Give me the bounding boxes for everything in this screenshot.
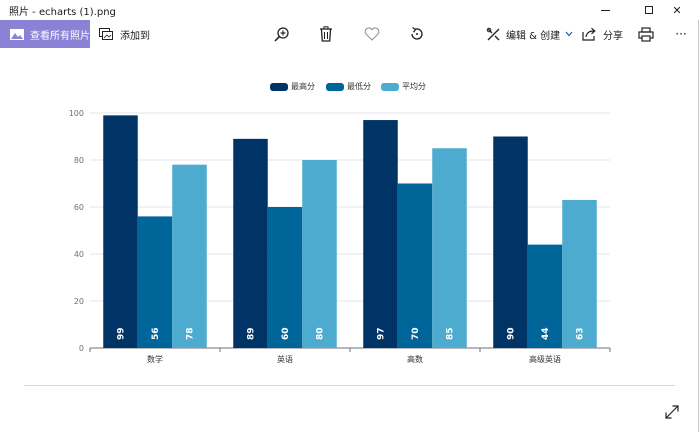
fullscreen-button[interactable] [664, 404, 680, 420]
bar-value-label: 63 [576, 327, 586, 340]
bar [527, 244, 563, 348]
share-icon [582, 27, 596, 41]
y-tick-label: 40 [74, 250, 84, 259]
title-bar: 照片 - echarts (1).png ✕ [0, 0, 699, 20]
bar [103, 115, 138, 348]
bar [562, 199, 597, 348]
bar-value-label: 97 [377, 327, 387, 340]
bar-value-label: 60 [281, 327, 291, 340]
bar-value-label: 70 [411, 327, 421, 340]
y-tick-label: 100 [69, 109, 84, 118]
legend-swatch-avg [381, 82, 399, 91]
edit-create-button[interactable]: 编辑 & 创建 [486, 20, 573, 48]
minimize-icon [600, 9, 610, 11]
y-tick-label: 0 [79, 344, 84, 353]
legend-item-avg[interactable]: 平均分 [381, 81, 426, 92]
divider-line [24, 385, 675, 386]
y-tick-label: 80 [74, 156, 84, 165]
bar [302, 160, 337, 348]
x-tick-label: 英语 [277, 354, 293, 364]
maximize-icon [645, 6, 653, 14]
delete-button[interactable] [318, 26, 334, 42]
bar-value-label: 90 [507, 327, 517, 340]
bar-value-label: 89 [247, 327, 257, 340]
bar-value-label: 56 [151, 327, 161, 340]
legend-label-avg: 平均分 [402, 82, 426, 91]
bar [233, 138, 268, 348]
legend-item-max[interactable]: 最高分 [270, 81, 315, 92]
y-tick-label: 60 [74, 203, 84, 212]
zoom-button[interactable] [274, 26, 290, 42]
legend-item-min[interactable]: 最低分 [326, 81, 371, 92]
heart-icon [364, 27, 380, 41]
print-button[interactable] [638, 26, 654, 42]
printer-icon [638, 26, 654, 42]
more-options-button[interactable]: ··· [675, 27, 687, 41]
maximize-button[interactable] [626, 0, 672, 20]
chevron-down-icon [565, 31, 573, 37]
toolbar: 查看所有照片 添加到 [0, 20, 699, 48]
legend-swatch-min [326, 82, 344, 91]
view-all-photos-label: 查看所有照片 [30, 30, 90, 42]
bar-value-label: 85 [446, 327, 456, 340]
photo-icon [10, 28, 24, 40]
share-label: 分享 [603, 30, 623, 42]
bar-chart: 0 20 40 60 80 100 数学 99 56 78 英语 89 60 80 高数 97 70 85 高级英语… [69, 109, 611, 364]
x-tick-label: 数学 [147, 354, 163, 364]
bar-value-label: 44 [541, 327, 551, 340]
window-title: 照片 - echarts (1).png [9, 7, 116, 18]
bar [267, 207, 303, 348]
legend-swatch-max [270, 82, 288, 91]
view-all-photos-button[interactable]: 查看所有照片 [0, 20, 90, 48]
legend-label-max: 最高分 [291, 82, 315, 91]
zoom-in-icon [274, 27, 289, 42]
bar-value-label: 99 [117, 327, 127, 340]
bar-value-label: 78 [186, 327, 196, 340]
bar [172, 164, 207, 348]
add-to-button[interactable]: 添加到 [99, 20, 150, 48]
bar [493, 136, 528, 348]
edit-icon [486, 27, 500, 40]
edit-create-label: 编辑 & 创建 [506, 30, 561, 42]
y-tick-label: 20 [74, 297, 84, 306]
bar-value-label: 80 [316, 327, 326, 340]
trash-icon [320, 26, 332, 42]
x-tick-label: 高级英语 [529, 354, 561, 364]
chart-legend: 最高分 最低分 平均分 [0, 81, 699, 95]
rotate-button[interactable] [409, 26, 425, 42]
x-tick-label: 高数 [407, 354, 423, 364]
bar [137, 216, 173, 348]
expand-icon [665, 405, 679, 419]
minimize-button[interactable] [582, 0, 628, 20]
add-to-icon [99, 28, 113, 40]
add-to-label: 添加到 [120, 30, 150, 42]
bar [363, 120, 398, 348]
close-button[interactable]: ✕ [672, 3, 682, 17]
share-button[interactable]: 分享 [582, 20, 623, 48]
favorite-button[interactable] [364, 26, 380, 42]
chart-area: 最高分 最低分 平均分 0 20 40 60 80 100 数学 99 56 78 英语 89 60 80… [0, 48, 699, 432]
legend-label-min: 最低分 [347, 82, 371, 91]
bar [397, 183, 433, 348]
rotate-icon [411, 26, 423, 40]
bar [432, 148, 467, 348]
